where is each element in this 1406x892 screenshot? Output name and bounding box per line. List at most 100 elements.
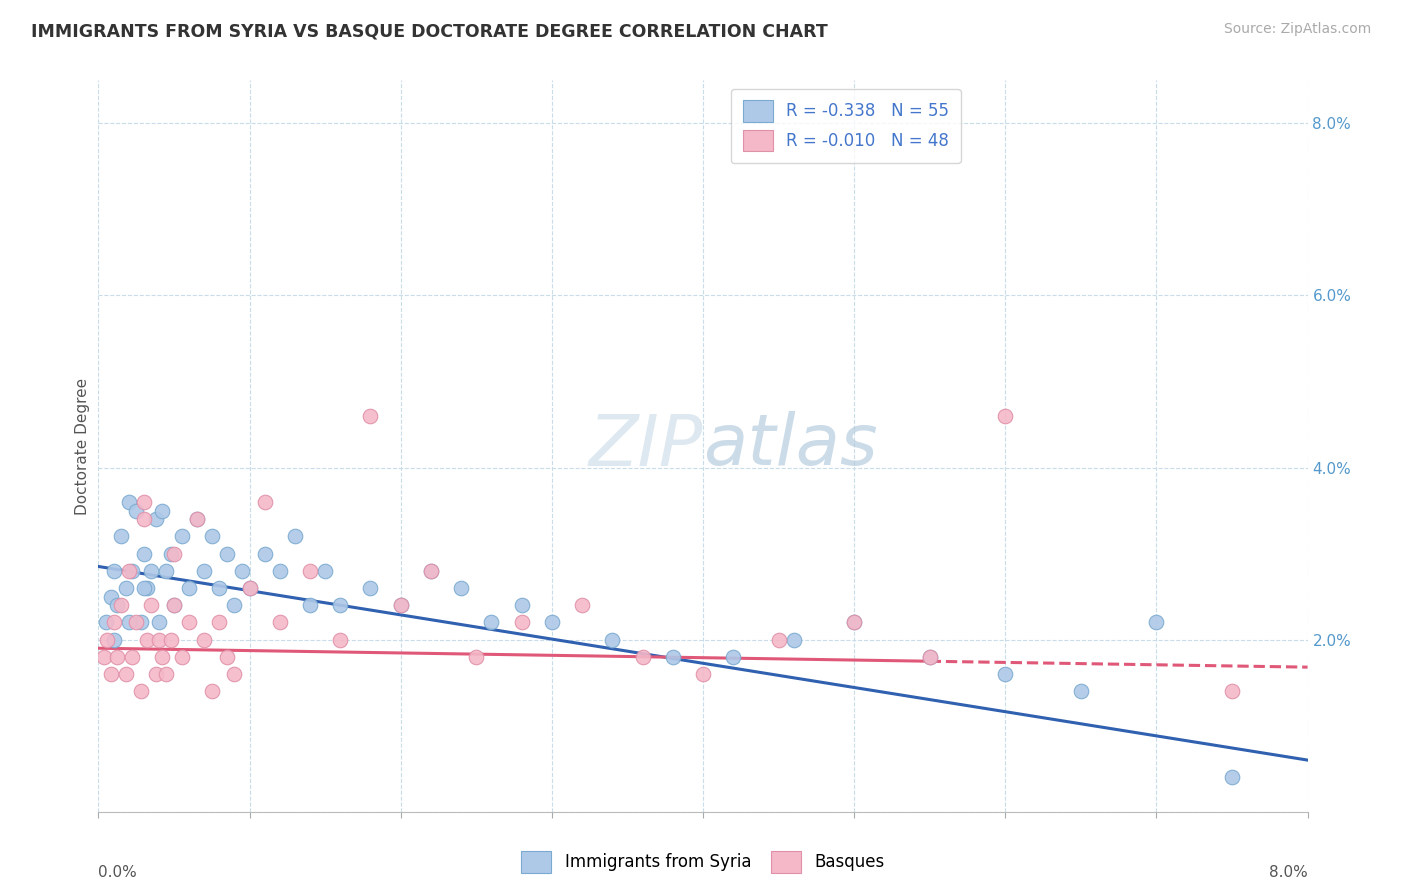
Point: [132, 547, 155, 561]
Point: [723, 649, 745, 664]
Point: [231, 564, 253, 578]
Point: [160, 632, 183, 647]
Point: [155, 564, 177, 578]
Point: [145, 667, 167, 681]
Point: [129, 684, 152, 698]
Point: [103, 564, 125, 578]
Point: [215, 547, 238, 561]
Y-axis label: Doctorate Degree: Doctorate Degree: [75, 377, 90, 515]
Point: [105, 649, 128, 664]
Point: [782, 632, 804, 647]
Point: [253, 547, 276, 561]
Point: [193, 632, 215, 647]
Point: [299, 598, 322, 612]
Point: [224, 667, 246, 681]
Point: [631, 649, 654, 664]
Text: IMMIGRANTS FROM SYRIA VS BASQUE DOCTORATE DEGREE CORRELATION CHART: IMMIGRANTS FROM SYRIA VS BASQUE DOCTORAT…: [31, 22, 828, 40]
Point: [150, 649, 173, 664]
Point: [239, 581, 262, 595]
Point: [132, 581, 155, 595]
Point: [163, 598, 186, 612]
Point: [163, 598, 186, 612]
Point: [201, 529, 224, 543]
Point: [918, 649, 941, 664]
Point: [329, 632, 352, 647]
Point: [224, 598, 246, 612]
Point: [918, 649, 941, 664]
Point: [193, 564, 215, 578]
Point: [179, 615, 201, 630]
Legend: Immigrants from Syria, Basques: Immigrants from Syria, Basques: [515, 845, 891, 880]
Point: [186, 512, 208, 526]
Point: [314, 564, 336, 578]
Point: [141, 598, 163, 612]
Legend: R = -0.338   N = 55, R = -0.010   N = 48: R = -0.338 N = 55, R = -0.010 N = 48: [731, 88, 960, 163]
Point: [163, 547, 186, 561]
Point: [132, 512, 155, 526]
Point: [114, 667, 136, 681]
Point: [96, 632, 118, 647]
Point: [571, 598, 593, 612]
Point: [269, 615, 291, 630]
Point: [148, 632, 170, 647]
Point: [465, 649, 488, 664]
Point: [994, 667, 1017, 681]
Point: [103, 632, 125, 647]
Point: [994, 409, 1017, 423]
Point: [1220, 770, 1243, 784]
Point: [110, 598, 132, 612]
Point: [121, 564, 143, 578]
Point: [121, 649, 143, 664]
Point: [160, 547, 183, 561]
Text: 8.0%: 8.0%: [1268, 865, 1308, 880]
Point: [125, 503, 148, 517]
Text: Source: ZipAtlas.com: Source: ZipAtlas.com: [1223, 22, 1371, 37]
Point: [170, 529, 193, 543]
Point: [150, 503, 173, 517]
Point: [148, 615, 170, 630]
Point: [132, 495, 155, 509]
Point: [1146, 615, 1168, 630]
Point: [450, 581, 472, 595]
Point: [269, 564, 291, 578]
Text: atlas: atlas: [703, 411, 877, 481]
Point: [208, 615, 231, 630]
Point: [125, 615, 148, 630]
Point: [284, 529, 307, 543]
Point: [145, 512, 167, 526]
Point: [1220, 684, 1243, 698]
Point: [118, 564, 141, 578]
Point: [170, 649, 193, 664]
Point: [141, 564, 163, 578]
Point: [135, 632, 157, 647]
Point: [602, 632, 624, 647]
Point: [118, 615, 141, 630]
Point: [208, 581, 231, 595]
Point: [661, 649, 683, 664]
Point: [179, 581, 201, 595]
Point: [692, 667, 714, 681]
Text: 0.0%: 0.0%: [98, 865, 138, 880]
Point: [100, 590, 122, 604]
Text: ZIP: ZIP: [589, 411, 703, 481]
Point: [94, 615, 117, 630]
Point: [844, 615, 866, 630]
Point: [1070, 684, 1092, 698]
Point: [844, 615, 866, 630]
Point: [768, 632, 790, 647]
Point: [253, 495, 276, 509]
Point: [299, 564, 322, 578]
Point: [329, 598, 352, 612]
Point: [93, 649, 115, 664]
Point: [540, 615, 562, 630]
Point: [389, 598, 412, 612]
Point: [129, 615, 152, 630]
Point: [420, 564, 443, 578]
Point: [135, 581, 157, 595]
Point: [215, 649, 238, 664]
Point: [186, 512, 208, 526]
Point: [510, 615, 533, 630]
Point: [510, 598, 533, 612]
Point: [481, 615, 503, 630]
Point: [100, 667, 122, 681]
